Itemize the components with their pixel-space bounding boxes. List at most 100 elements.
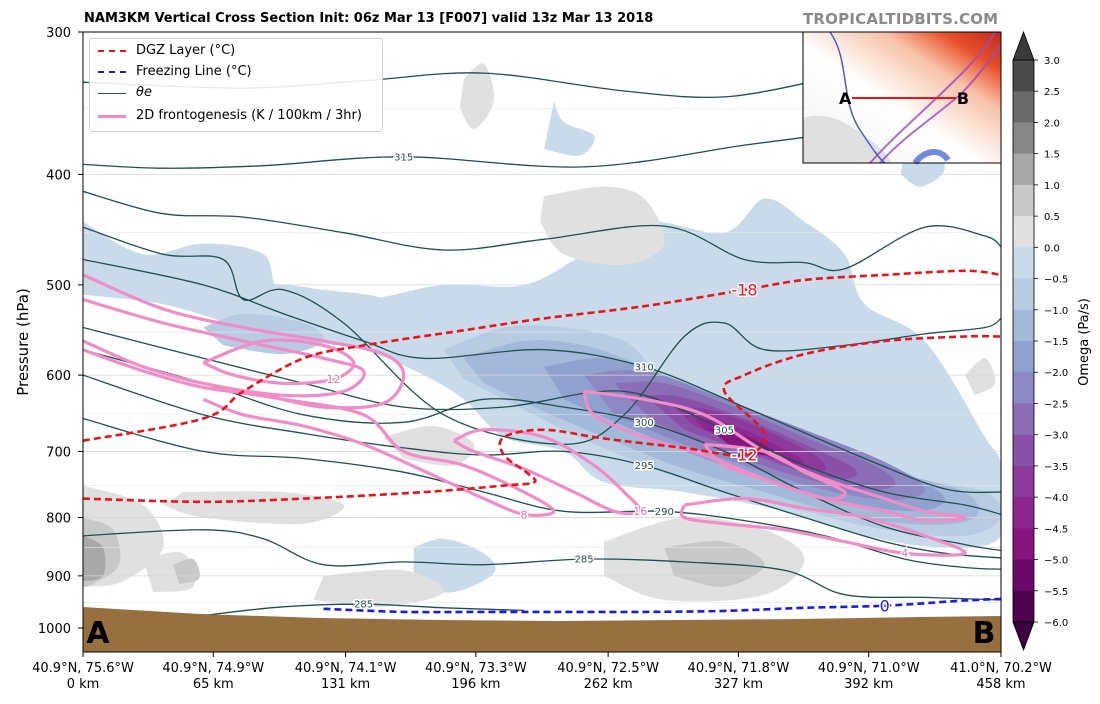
legend-label-freezing: Freezing Line (°C) (136, 64, 252, 79)
legend-swatch-frontogenesis (98, 114, 126, 118)
contour-label: 295 (635, 461, 654, 472)
colorbar-segment (1013, 465, 1034, 498)
colorbar-label: Omega (Pa/s) (1077, 298, 1092, 386)
contour-label: 315 (394, 152, 413, 163)
theta-e-line (83, 135, 817, 169)
theta-e-line (203, 603, 525, 617)
colorbar-tick-label: −1.5 (1044, 337, 1068, 348)
colorbar-segment (1013, 403, 1034, 436)
contour-label: 290 (655, 507, 674, 518)
colorbar-tick-label: −3.0 (1044, 431, 1068, 442)
colorbar-segment (1013, 216, 1034, 248)
colorbar-segment (1013, 559, 1034, 592)
watermark: TROPICALTIDBITS.COM (803, 10, 999, 28)
y-tick-label: 300 (46, 26, 71, 41)
colorbar-tick-label: 2.5 (1044, 87, 1060, 98)
frontogenesis-line (83, 297, 366, 398)
x-tick-label-coord: 40.9°N, 71.0°W (818, 661, 920, 676)
frontogenesis-line (202, 385, 556, 517)
inset-land (803, 115, 892, 163)
colorbar-tick-label: −6.0 (1044, 618, 1068, 629)
colorbar-tick-label: −4.0 (1044, 493, 1068, 504)
dgz-line (83, 269, 1001, 442)
terrain (83, 607, 1001, 652)
omega-region (459, 63, 495, 130)
x-tick-label-coord: 40.9°N, 74.1°W (295, 661, 397, 676)
theta-e-line (83, 190, 1001, 272)
colorbar-tick-label: −5.5 (1044, 587, 1068, 598)
legend-swatch-theta-e (98, 92, 126, 94)
contour-label: 8 (520, 508, 527, 521)
colorbar-tick-label: −4.5 (1044, 524, 1068, 535)
theta-e-line (83, 258, 1001, 494)
colorbar-segment (1013, 60, 1034, 92)
y-tick-label: 500 (46, 279, 71, 294)
omega-shading (83, 63, 1001, 607)
legend-label-theta-e: θe (136, 85, 152, 100)
x-tick-label-coord: 41.0°N, 70.2°W (950, 661, 1052, 676)
colorbar-tick-label: 2.0 (1044, 118, 1060, 129)
frontogenesis-line (582, 389, 967, 523)
legend-item-freezing: Freezing Line (°C) (98, 62, 252, 82)
colorbar-segment (1013, 528, 1034, 561)
dgz-contours (83, 269, 1001, 504)
colorbar-tick-label: 1.5 (1044, 150, 1060, 161)
omega-region (83, 535, 106, 582)
inset-contour (829, 31, 886, 164)
colorbar-tick-label: −0.5 (1044, 275, 1068, 286)
colorbar-segment (1013, 309, 1034, 342)
contour-label: -18 (731, 280, 757, 299)
chart-title: NAM3KM Vertical Cross Section Init: 06z … (84, 11, 654, 26)
theta-e-line (83, 349, 1001, 552)
colorbar-segment (1013, 91, 1034, 123)
x-tick-label-km: 262 km (584, 677, 633, 692)
legend-label-frontogenesis: 2D frontogenesis (K / 100km / 3hr) (136, 108, 362, 123)
colorbar-tick-label: 0.5 (1044, 212, 1060, 223)
x-tick-label-km: 0 km (67, 677, 100, 692)
frontogenesis-line (83, 273, 406, 410)
frontogenesis-line (452, 428, 642, 516)
contour-label: 285 (354, 600, 373, 611)
colorbar-segment (1013, 372, 1034, 404)
colorbar-tick-label: −5.0 (1044, 556, 1068, 567)
theta-e-line (83, 529, 1001, 601)
endpoint-label-b: B (973, 616, 996, 651)
inset-contour (869, 31, 996, 164)
x-tick-label-km: 327 km (714, 677, 763, 692)
contour-label: 305 (715, 425, 734, 436)
x-tick-label-coord: 40.9°N, 71.8°W (688, 661, 790, 676)
contour-label: 12 (327, 373, 341, 386)
y-tick-label: 700 (46, 445, 71, 460)
omega-region (313, 569, 445, 607)
x-tick-label-coord: 40.9°N, 72.5°W (557, 661, 659, 676)
endpoint-label-a: A (86, 616, 110, 651)
colorbar-tick-label: −2.5 (1044, 399, 1068, 410)
x-tick-label-km: 458 km (976, 677, 1025, 692)
y-tick-label: 1000 (38, 622, 71, 637)
omega-region (173, 558, 200, 584)
legend-item-frontogenesis: 2D frontogenesis (K / 100km / 3hr) (98, 106, 362, 126)
colorbar-tick-label: 0.0 (1044, 243, 1060, 254)
colorbar-segment (1013, 590, 1034, 623)
contour-label: 300 (635, 418, 654, 429)
colorbar-extend-top (1012, 30, 1035, 61)
freezing-line (323, 597, 1001, 614)
location-inset-map: A B (802, 31, 1002, 165)
contour-label: 310 (635, 362, 654, 373)
dgz-line (83, 334, 1001, 504)
colorbar-extend-bottom (1012, 621, 1035, 652)
colorbar-segment (1013, 122, 1034, 155)
legend: DGZ Layer (°C) Freezing Line (°C) θe 2D … (89, 38, 383, 132)
inset-label-a: A (839, 89, 852, 108)
frontogenesis-contours (83, 273, 967, 557)
legend-item-dgz: DGZ Layer (°C) (98, 41, 235, 61)
contour-label: 285 (575, 555, 594, 566)
omega-region (544, 101, 595, 156)
contour-label: 0 (880, 596, 890, 615)
x-tick-label-km: 392 km (844, 677, 893, 692)
legend-swatch-dgz (98, 50, 126, 52)
colorbar-tick-label: 1.0 (1044, 181, 1060, 192)
x-tick-label-coord: 40.9°N, 73.3°W (425, 661, 527, 676)
